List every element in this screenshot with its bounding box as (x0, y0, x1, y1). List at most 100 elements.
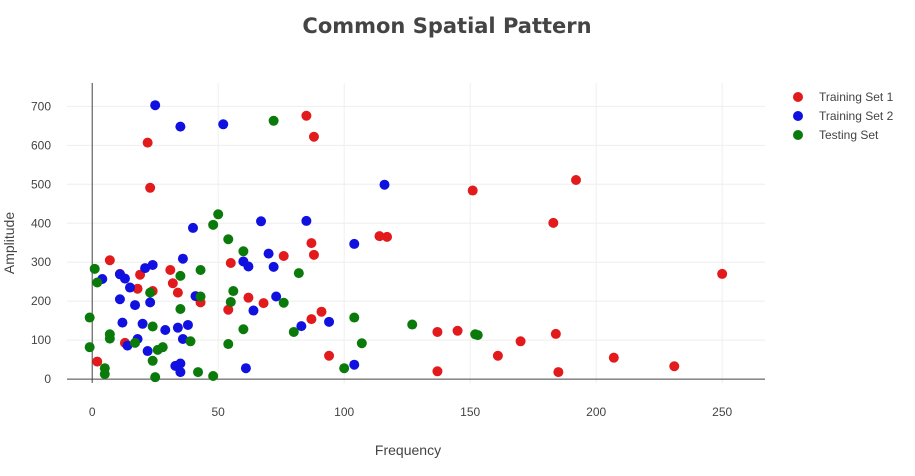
y-tick-label: 400 (31, 216, 51, 230)
data-point (717, 268, 728, 279)
data-point (306, 314, 317, 325)
data-point (288, 326, 299, 337)
data-point (130, 337, 141, 348)
data-point (258, 298, 269, 309)
data-point (145, 297, 156, 308)
data-point (238, 324, 249, 335)
legend-marker (793, 92, 803, 102)
data-point (160, 325, 171, 336)
data-point (432, 326, 443, 337)
data-point (553, 367, 564, 378)
data-point (165, 265, 176, 276)
legend-item[interactable]: Training Set 1 (793, 90, 894, 104)
data-point (349, 238, 360, 249)
data-point (301, 215, 312, 226)
data-point (99, 369, 110, 380)
data-point (208, 370, 219, 381)
data-point (175, 358, 186, 369)
data-point (379, 179, 390, 190)
data-point (382, 231, 393, 242)
data-point (150, 372, 161, 383)
data-point (571, 175, 582, 186)
data-point (238, 246, 249, 257)
x-axis-title: Frequency (375, 442, 441, 458)
data-point (243, 261, 254, 272)
data-point (117, 317, 128, 328)
data-point (89, 263, 100, 274)
data-point (349, 312, 360, 323)
data-point (268, 261, 279, 272)
data-point (122, 340, 133, 351)
data-point (114, 294, 125, 305)
data-point (172, 322, 183, 333)
x-tick-labels: 0 50 100 150 200 250 (89, 405, 733, 419)
data-point (175, 367, 186, 378)
data-point (248, 305, 259, 316)
data-point (177, 333, 188, 344)
data-point (432, 366, 443, 377)
series-2 (97, 100, 390, 378)
data-point (228, 286, 239, 297)
y-tick-label: 0 (44, 372, 51, 386)
data-point (356, 338, 367, 349)
data-point (223, 339, 234, 350)
legend[interactable]: Training Set 1 Training Set 2 Testing Set (793, 90, 894, 142)
data-point (324, 316, 335, 327)
series-1 (92, 110, 728, 378)
data-point (316, 306, 327, 317)
data-point (268, 115, 279, 126)
data-point (137, 318, 148, 329)
data-point (308, 249, 319, 260)
data-point (223, 234, 234, 245)
data-point (550, 328, 561, 339)
data-point (104, 333, 115, 344)
data-point (263, 248, 274, 259)
data-point (208, 219, 219, 230)
legend-marker (793, 111, 803, 121)
data-point (175, 303, 186, 314)
data-point (240, 363, 251, 374)
data-point (349, 359, 360, 370)
data-point (172, 287, 183, 298)
data-point (301, 110, 312, 121)
y-tick-label: 500 (31, 177, 51, 191)
data-point (293, 268, 304, 279)
data-point (147, 321, 158, 332)
data-point (271, 291, 282, 302)
y-tick-label: 200 (31, 294, 51, 308)
data-points (84, 100, 728, 383)
data-point (608, 352, 619, 363)
data-point (195, 291, 206, 302)
data-point (308, 131, 319, 142)
data-point (515, 336, 526, 347)
y-tick-label: 300 (31, 255, 51, 269)
legend-label: Training Set 1 (819, 90, 894, 104)
data-point (175, 270, 186, 281)
data-point (84, 342, 95, 353)
chart-title: Common Spatial Pattern (302, 14, 591, 38)
data-point (195, 265, 206, 276)
data-point (306, 238, 317, 249)
data-point (324, 350, 335, 361)
data-point (124, 282, 135, 293)
x-tick-label: 50 (212, 405, 226, 419)
data-point (142, 346, 153, 357)
data-point (467, 185, 478, 196)
data-point (114, 269, 125, 280)
data-point (104, 255, 115, 266)
x-tick-label: 250 (712, 405, 732, 419)
data-point (213, 209, 224, 220)
data-point (145, 182, 156, 193)
legend-item[interactable]: Testing Set (793, 128, 879, 142)
y-tick-labels: 0 100 200 300 400 500 600 700 (31, 99, 51, 386)
y-tick-label: 700 (31, 99, 51, 113)
data-point (407, 319, 418, 330)
legend-item[interactable]: Training Set 2 (793, 109, 894, 123)
data-point (278, 297, 289, 308)
data-point (296, 321, 307, 332)
data-point (167, 278, 178, 289)
data-point (243, 292, 254, 303)
x-tick-label: 100 (334, 405, 354, 419)
data-point (256, 216, 267, 227)
